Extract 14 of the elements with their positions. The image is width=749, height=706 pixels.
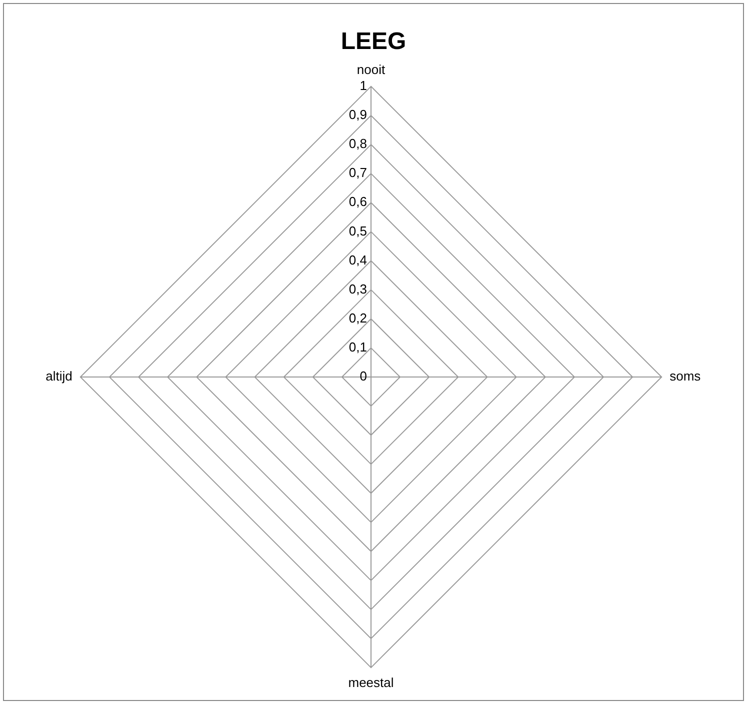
y-tick-label: 0,9 — [348, 107, 367, 122]
y-tick-label: 0,3 — [348, 281, 367, 296]
spoke-label: soms — [670, 368, 702, 384]
y-tick-label: 0,4 — [348, 252, 367, 268]
spoke-label: altijd — [46, 368, 72, 384]
y-tick-label: 0,5 — [348, 223, 367, 238]
y-tick-label: 0,2 — [348, 310, 367, 326]
y-tick-label: 0,1 — [348, 340, 367, 355]
y-tick-label: 0,8 — [348, 136, 367, 152]
spoke-label: meestal — [348, 674, 394, 690]
y-tick-label: 0,7 — [348, 165, 367, 180]
y-tick-label: 0,6 — [348, 194, 367, 210]
y-tick-label: 0 — [360, 368, 367, 384]
y-tick-label: 1 — [360, 78, 367, 93]
